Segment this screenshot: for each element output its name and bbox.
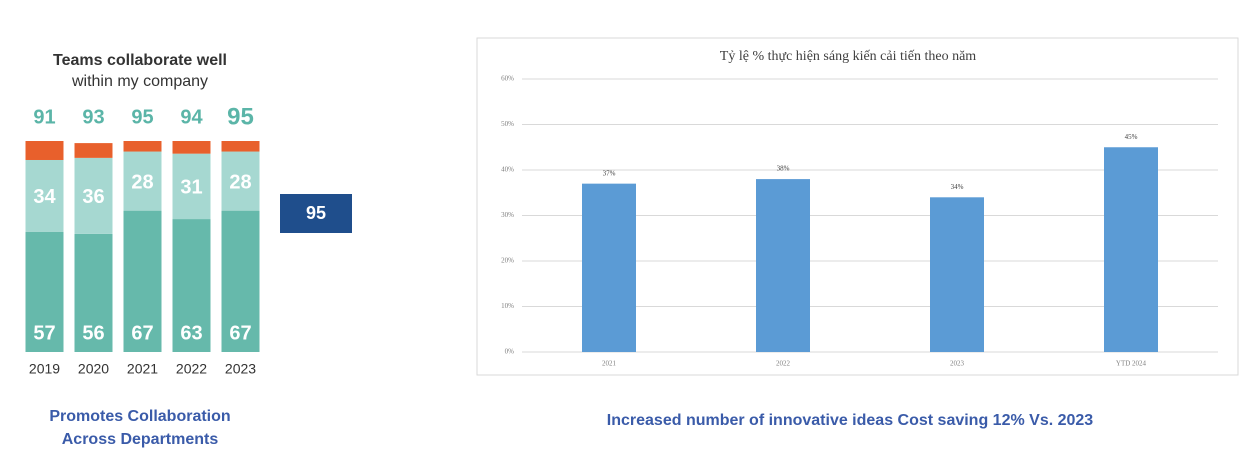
callout-value: 95 (306, 203, 326, 223)
bar-segment (25, 231, 64, 352)
bar (1104, 147, 1158, 352)
value-label: 57 (33, 322, 55, 344)
x-tick-label: 2023 (225, 361, 256, 377)
bar (582, 183, 636, 352)
value-label: 31 (180, 177, 202, 199)
bar-segment (123, 151, 162, 211)
bar (756, 179, 810, 352)
bar-segment (25, 159, 64, 232)
chart-title: Teams collaborate well (53, 52, 227, 69)
x-tick-label: 2023 (950, 360, 965, 368)
x-tick-label: YTD 2024 (1116, 360, 1147, 368)
total-label: 91 (33, 106, 55, 128)
bar-segment (25, 141, 64, 160)
x-tick-label: 2021 (602, 360, 617, 368)
total-label: 95 (227, 103, 254, 130)
value-label: 36 (82, 186, 104, 208)
y-tick-label: 30% (501, 211, 514, 219)
bar-segment (74, 157, 113, 234)
value-label: 37% (603, 169, 616, 177)
x-tick-label: 2020 (78, 361, 109, 377)
x-tick-label: 2022 (776, 360, 791, 368)
bar-segment (123, 141, 162, 152)
value-label: 67 (229, 322, 251, 344)
value-label: 28 (131, 171, 153, 193)
value-label: 34% (951, 183, 964, 191)
value-label: 45% (1125, 133, 1138, 141)
chart-title: Tỷ lệ % thực hiện sáng kiến cải tiến the… (720, 49, 977, 64)
caption: Increased number of innovative ideas Cos… (607, 412, 1094, 429)
chart-subtitle: within my company (71, 73, 208, 90)
y-tick-label: 60% (501, 75, 514, 83)
value-label: 38% (777, 165, 790, 173)
caption: Across Departments (62, 431, 219, 448)
x-tick-label: 2022 (176, 361, 207, 377)
bar-segment (221, 210, 260, 352)
total-label: 94 (180, 106, 203, 128)
y-tick-label: 40% (501, 166, 514, 174)
value-label: 63 (180, 322, 202, 344)
bar-segment (172, 141, 211, 154)
bar-segment (123, 210, 162, 352)
value-label: 67 (131, 322, 153, 344)
bar-segment (221, 151, 260, 211)
callout-box (280, 194, 352, 233)
value-label: 34 (33, 186, 56, 208)
total-label: 93 (82, 106, 104, 128)
caption: Promotes Collaboration (49, 408, 230, 425)
value-label: 56 (82, 322, 104, 344)
value-label: 28 (229, 171, 251, 193)
y-tick-label: 10% (501, 302, 514, 310)
bar-segment (172, 153, 211, 220)
bar (930, 197, 984, 352)
bar-segment (74, 233, 113, 352)
bar-segment (221, 141, 260, 152)
x-tick-label: 2021 (127, 361, 158, 377)
y-tick-label: 50% (501, 120, 514, 128)
x-tick-label: 2019 (29, 361, 60, 377)
bar-segment (172, 219, 211, 352)
total-label: 95 (131, 106, 153, 128)
y-tick-label: 0% (505, 348, 515, 356)
bar-segment (74, 143, 113, 158)
y-tick-label: 20% (501, 257, 514, 265)
